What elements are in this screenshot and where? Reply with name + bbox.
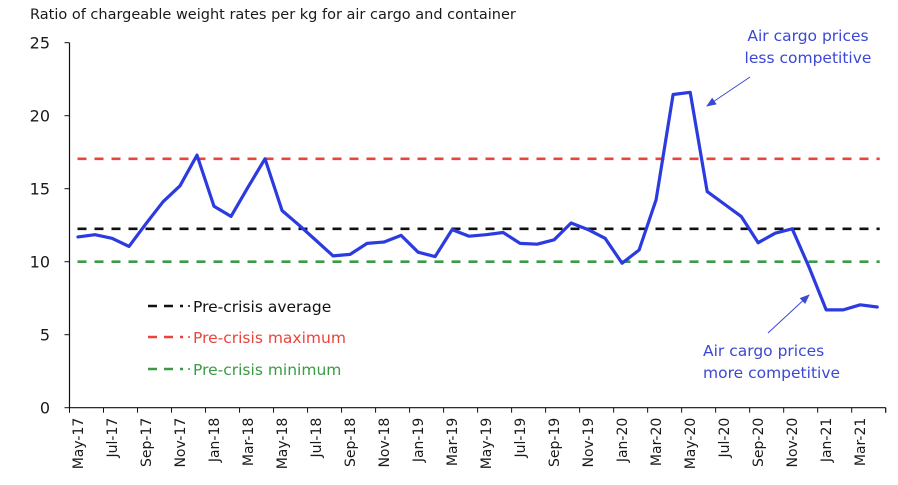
x-tick-label: Jul-17 — [105, 418, 121, 459]
x-tick-label: May-19 — [479, 418, 495, 470]
legend: Pre-crisis average Pre-crisis maximum Pre-… — [148, 298, 346, 379]
annotation-less-competitive-line1: Air cargo prices — [747, 27, 868, 45]
annotations: Air cargo prices less competitive Air carg… — [703, 27, 871, 382]
x-tick-label: Mar-19 — [445, 418, 461, 466]
x-tick-label: Sep-20 — [751, 418, 767, 467]
legend-dot — [188, 305, 190, 307]
y-tick-label: 20 — [30, 107, 50, 126]
x-tick-label: Jan-20 — [615, 418, 631, 463]
x-tick-label: May-20 — [683, 418, 699, 470]
x-tick-label: Sep-19 — [547, 418, 563, 467]
x-tick-label: Nov-19 — [581, 418, 597, 468]
chart-title: Ratio of chargeable weight rates per kg … — [30, 7, 516, 23]
y-tick-label: 5 — [40, 326, 50, 345]
y-tick-label: 0 — [40, 399, 50, 418]
x-tick-label: Sep-17 — [139, 418, 155, 467]
x-tick-label: Nov-18 — [377, 418, 393, 468]
annotation-more-competitive-line1: Air cargo prices — [703, 342, 824, 360]
x-tick-label: Mar-18 — [241, 418, 257, 466]
legend-dot — [188, 368, 190, 370]
x-tick-label: Mar-21 — [853, 418, 869, 466]
y-tick-label: 25 — [30, 34, 50, 53]
annotation-more-competitive-line2: more competitive — [703, 364, 840, 382]
x-tick-label: Jul-20 — [717, 418, 733, 459]
x-tick-label: May-17 — [71, 418, 87, 470]
x-tick-label: May-18 — [275, 418, 291, 470]
reference-lines — [77, 157, 880, 264]
x-tick-label: Jan-21 — [819, 418, 835, 463]
x-tick-label: Sep-18 — [343, 418, 359, 467]
series-line — [76, 90, 879, 312]
annotation-arrow-down — [767, 294, 810, 334]
x-tick-label: Jan-19 — [411, 418, 427, 463]
x-tick-label: Jul-19 — [513, 418, 529, 459]
legend-label: Pre-crisis average — [193, 298, 331, 316]
annotation-arrow-up — [706, 76, 751, 107]
legend-label: Pre-crisis maximum — [193, 329, 346, 347]
y-tick-label: 15 — [30, 180, 50, 199]
legend-dot — [188, 336, 190, 338]
axes: 0 5 10 15 20 25 May-17 Jul-17 Sep-17 Nov-17 Jan-18… — [30, 34, 887, 470]
legend-label: Pre-crisis minimum — [193, 361, 341, 379]
x-tick-label: Jan-18 — [207, 418, 223, 463]
y-tick-label: 10 — [30, 253, 50, 272]
annotation-less-competitive-line2: less competitive — [745, 49, 872, 67]
x-tick-label: Jul-18 — [309, 418, 325, 459]
x-tick-label: Nov-17 — [173, 418, 189, 468]
x-tick-label: Nov-20 — [785, 418, 801, 468]
series-group — [76, 90, 879, 312]
x-tick-label: Mar-20 — [649, 418, 665, 466]
